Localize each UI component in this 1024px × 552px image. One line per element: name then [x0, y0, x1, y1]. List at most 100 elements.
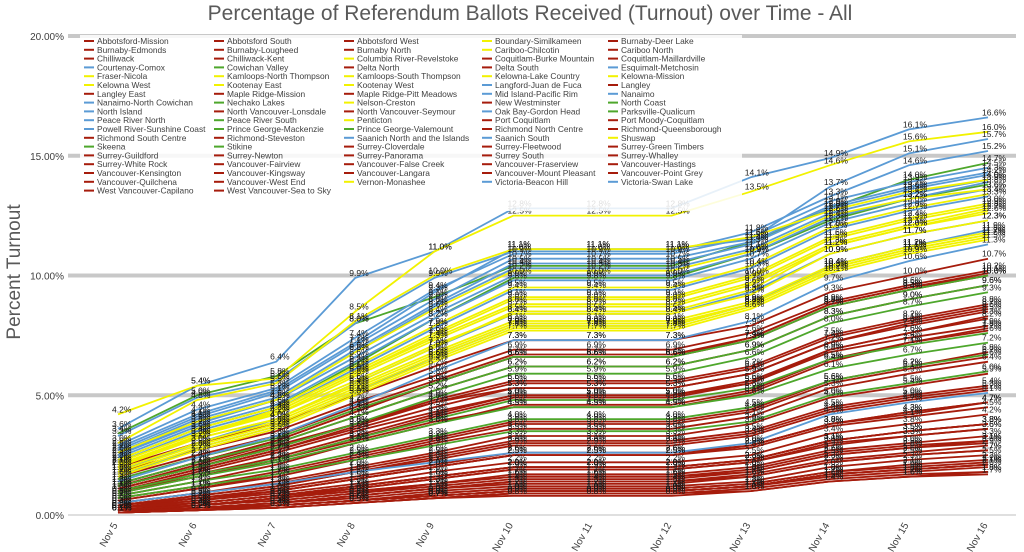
- data-label: 1.2%: [745, 476, 765, 486]
- legend-label: Nanaimo-North Cowichan: [97, 98, 193, 108]
- data-label: 1.4%: [824, 471, 844, 481]
- data-label: 10.9%: [666, 244, 691, 254]
- data-label: 1.4%: [191, 471, 211, 481]
- data-label: 4.8%: [270, 390, 290, 400]
- data-label: 1.2%: [349, 476, 369, 486]
- data-label: 2.1%: [112, 455, 132, 465]
- data-label: 1.3%: [112, 474, 132, 484]
- data-label: 2.2%: [191, 452, 211, 462]
- data-label: 1.9%: [587, 459, 607, 469]
- data-label: 0.8%: [191, 486, 211, 496]
- data-label: 7.1%: [903, 335, 923, 345]
- data-label: 7.9%: [982, 316, 1002, 326]
- data-label: 1.9%: [587, 459, 607, 469]
- data-label: 2.9%: [507, 436, 527, 446]
- data-label: 5.9%: [349, 364, 369, 374]
- data-label: 6.4%: [428, 352, 448, 362]
- data-label: 5.1%: [349, 383, 369, 393]
- data-label: 4.8%: [903, 390, 923, 400]
- data-label: 3.9%: [507, 412, 527, 422]
- data-label: 0.3%: [191, 498, 211, 508]
- data-label: 9.0%: [903, 289, 923, 299]
- data-label: 1.8%: [112, 462, 132, 472]
- data-label: 13.8%: [982, 174, 1007, 184]
- data-label: 7.7%: [982, 321, 1002, 331]
- data-label: 6.6%: [507, 347, 527, 357]
- data-label: 2.9%: [824, 436, 844, 446]
- data-label: 1.6%: [587, 467, 607, 477]
- data-label: 1.3%: [666, 474, 686, 484]
- data-label: 1.1%: [587, 479, 607, 489]
- data-label: 10.7%: [587, 249, 612, 259]
- data-label: 10.7%: [507, 249, 532, 259]
- data-label: 6.8%: [824, 342, 844, 352]
- data-label: 5.5%: [745, 373, 765, 383]
- data-label: 0.9%: [666, 483, 686, 493]
- data-label: 2.8%: [270, 438, 290, 448]
- data-label: 13.4%: [982, 184, 1007, 194]
- data-label: 10.7%: [745, 249, 770, 259]
- y-axis-label: Percent Turnout: [4, 204, 25, 340]
- data-label: 12.3%: [903, 210, 928, 220]
- data-label: 8.5%: [666, 301, 686, 311]
- series-line: [117, 389, 989, 507]
- data-label: 0.5%: [112, 493, 132, 503]
- data-label: 3.5%: [903, 421, 923, 431]
- data-label: 2.5%: [982, 445, 1002, 455]
- data-label: 1.2%: [112, 476, 132, 486]
- data-label: 5.3%: [587, 378, 607, 388]
- data-label: 3.9%: [191, 412, 211, 422]
- data-label: 2.0%: [587, 457, 607, 467]
- data-label: 6.5%: [428, 349, 448, 359]
- data-label: 6.2%: [587, 357, 607, 367]
- data-label: 1.5%: [349, 469, 369, 479]
- data-label: 9.1%: [507, 287, 527, 297]
- data-label: 11.3%: [745, 234, 769, 244]
- data-label: 4.3%: [903, 402, 923, 412]
- data-label: 7.2%: [903, 333, 923, 343]
- data-label: 13.5%: [745, 182, 770, 192]
- legend-label: Burnaby-Lougheed: [227, 45, 299, 55]
- data-label: 4.3%: [270, 402, 290, 412]
- data-label: 4.5%: [507, 397, 527, 407]
- data-label: 2.6%: [587, 443, 607, 453]
- data-label: 11.1%: [666, 239, 690, 249]
- legend-label: Surrey-Fleetwood: [495, 142, 561, 152]
- data-label: 7.9%: [428, 316, 448, 326]
- y-tick-label: 15.00%: [30, 152, 64, 163]
- data-label: 5.3%: [507, 378, 527, 388]
- data-label: 6.6%: [349, 347, 369, 357]
- data-label: 9.9%: [587, 268, 607, 278]
- data-label: 5.0%: [745, 385, 765, 395]
- data-label: 5.6%: [349, 371, 369, 381]
- data-label: 3.8%: [428, 414, 448, 424]
- data-label: 2.5%: [507, 445, 527, 455]
- data-label: 4.7%: [982, 392, 1002, 402]
- data-label: 2.5%: [507, 445, 527, 455]
- data-label: 2.0%: [507, 457, 527, 467]
- data-label: 11.0%: [507, 242, 531, 252]
- data-label: 8.4%: [587, 304, 607, 314]
- data-label: 1.7%: [903, 464, 923, 474]
- data-label: 1.7%: [270, 464, 290, 474]
- data-label: 0.7%: [191, 488, 211, 498]
- data-label: 12.2%: [824, 213, 849, 223]
- legend-label: Surrey-Newton: [227, 150, 283, 160]
- legend-label: Maple Ridge-Mission: [227, 89, 306, 99]
- data-label: 2.3%: [112, 450, 132, 460]
- data-label: 3.3%: [587, 426, 607, 436]
- data-label: 1.3%: [507, 474, 527, 484]
- data-label: 4.6%: [507, 395, 527, 405]
- data-label: 8.0%: [349, 313, 369, 323]
- data-label: 7.6%: [903, 323, 923, 333]
- data-label: 6.3%: [349, 354, 369, 364]
- data-label: 5.9%: [349, 364, 369, 374]
- legend-label: Skeena: [97, 142, 126, 152]
- data-label: 0.5%: [112, 493, 132, 503]
- data-label: 8.0%: [903, 313, 923, 323]
- data-label: 3.3%: [191, 426, 211, 436]
- data-label: 2.0%: [112, 457, 132, 467]
- data-label: 5.0%: [666, 385, 686, 395]
- data-label: 6.1%: [745, 359, 765, 369]
- data-label: 10.4%: [507, 256, 532, 266]
